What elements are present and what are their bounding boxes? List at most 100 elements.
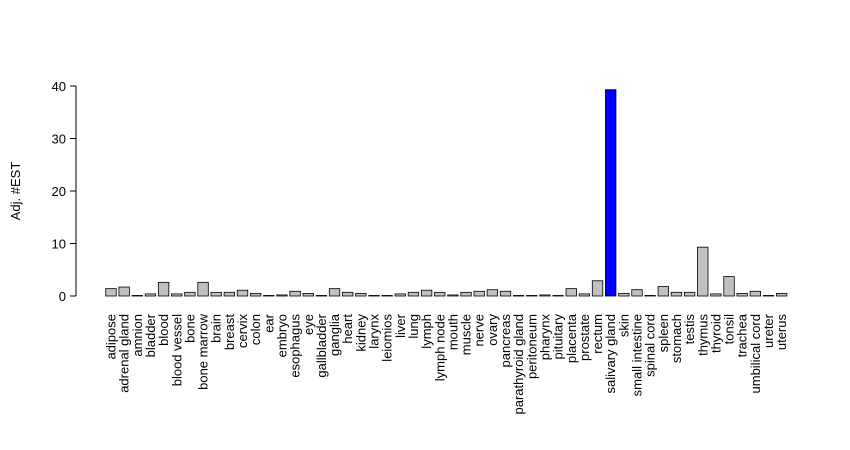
x-tick-label: kidney (353, 314, 368, 352)
bar (565, 288, 577, 297)
x-tick-label: prostate (577, 314, 592, 361)
bar (249, 292, 262, 297)
bar (605, 89, 617, 297)
x-tick-label: breast (222, 314, 237, 351)
bar (670, 291, 683, 297)
x-tick-label: thymus (695, 314, 710, 356)
x-tick-label: bladder (143, 313, 158, 357)
bar (276, 294, 288, 297)
bar (499, 290, 512, 297)
bar (342, 291, 354, 297)
y-axis: 0 10 20 30 40 (52, 79, 77, 304)
x-tick-label: pituitary (551, 314, 566, 360)
x-tick-label: ureter (761, 313, 776, 348)
x-tick-label: larynx (367, 314, 382, 349)
bar (513, 295, 525, 297)
x-tick-label: muscle (459, 314, 474, 355)
bar (631, 289, 643, 297)
x-tick-label: small intestine (630, 314, 645, 396)
x-tick-label: gallbladder (314, 313, 329, 377)
x-tick-label: pharynx (537, 314, 552, 361)
bar (447, 294, 459, 297)
bar (762, 295, 775, 297)
x-tick-label: amnion (130, 314, 145, 357)
y-tick-label: 0 (59, 289, 66, 304)
bar (263, 295, 275, 297)
x-tick-label: bone marrow (196, 313, 211, 389)
bar (407, 291, 420, 297)
bar (486, 289, 499, 297)
x-tick-label: stomach (669, 314, 684, 363)
bar (644, 295, 656, 297)
x-tick-label: cervix (235, 314, 250, 348)
bar (289, 290, 301, 297)
x-tick-label: ovary (485, 314, 500, 346)
bar (157, 281, 170, 297)
bar (171, 293, 183, 297)
bar (578, 293, 591, 297)
bar (776, 292, 788, 297)
x-tick-label: adipose (104, 314, 119, 360)
x-tick-label: spinal cord (643, 314, 658, 377)
x-tick-label: spleen (656, 314, 671, 352)
bar (105, 288, 117, 297)
x-tick-label: rectum (590, 314, 605, 354)
x-tick-label: lymph node (432, 314, 447, 381)
bar (526, 295, 538, 297)
bar (223, 291, 236, 297)
x-tick-label: uterus (774, 314, 789, 351)
x-tick-label: heart (340, 314, 355, 344)
x-tick-label: skin (616, 314, 631, 337)
bar (710, 293, 722, 297)
bar (591, 280, 604, 297)
x-tick-label: brain (209, 314, 224, 343)
bar (736, 292, 748, 297)
bar (236, 289, 249, 297)
bar (328, 288, 341, 297)
bars (105, 89, 788, 297)
x-tick-label: ganglia (327, 313, 342, 356)
x-tick-label: ear (261, 313, 276, 332)
bar (749, 290, 761, 297)
x-tick-label: bone (182, 314, 197, 343)
bar (131, 295, 143, 297)
x-tick-label: pancreas (498, 314, 513, 368)
x-tick-label: mouth (445, 314, 460, 350)
bar (118, 286, 130, 297)
x-tick-label: nerve (472, 314, 487, 347)
bar (381, 295, 393, 297)
x-tick-label: liver (393, 313, 408, 338)
bar (368, 295, 380, 297)
x-tick-label: blood vessel (169, 314, 184, 386)
bar (197, 281, 209, 297)
bar (315, 295, 328, 297)
y-tick-label: 40 (52, 79, 66, 94)
x-tick-label: umbilical cord (748, 314, 763, 393)
bar (420, 289, 433, 297)
bar (394, 293, 406, 297)
bar (460, 291, 472, 297)
x-tick-label: placenta (564, 313, 579, 363)
bar (473, 290, 485, 297)
bar (723, 276, 735, 297)
x-tick-label: leiomios (380, 314, 395, 362)
x-tick-label: esophagus (288, 314, 303, 378)
y-tick-label: 10 (52, 237, 66, 252)
x-tick-label: adrenal gland (117, 314, 132, 393)
y-tick-label: 30 (52, 132, 66, 147)
x-tick-label: peritoneum (524, 314, 539, 379)
x-tick-label: trachea (735, 313, 750, 357)
bar (355, 292, 367, 297)
bar (657, 286, 669, 297)
bar (184, 291, 196, 297)
bar (302, 292, 314, 297)
x-tick-label: eye (301, 314, 316, 335)
x-tick-label: lymph (419, 314, 434, 349)
bar (618, 292, 630, 297)
x-tick-label: thyroid (708, 314, 723, 353)
bar (434, 291, 446, 297)
bar (539, 294, 551, 297)
y-tick-label: 20 (52, 184, 66, 199)
y-axis-label: Adj. #EST (8, 162, 23, 221)
